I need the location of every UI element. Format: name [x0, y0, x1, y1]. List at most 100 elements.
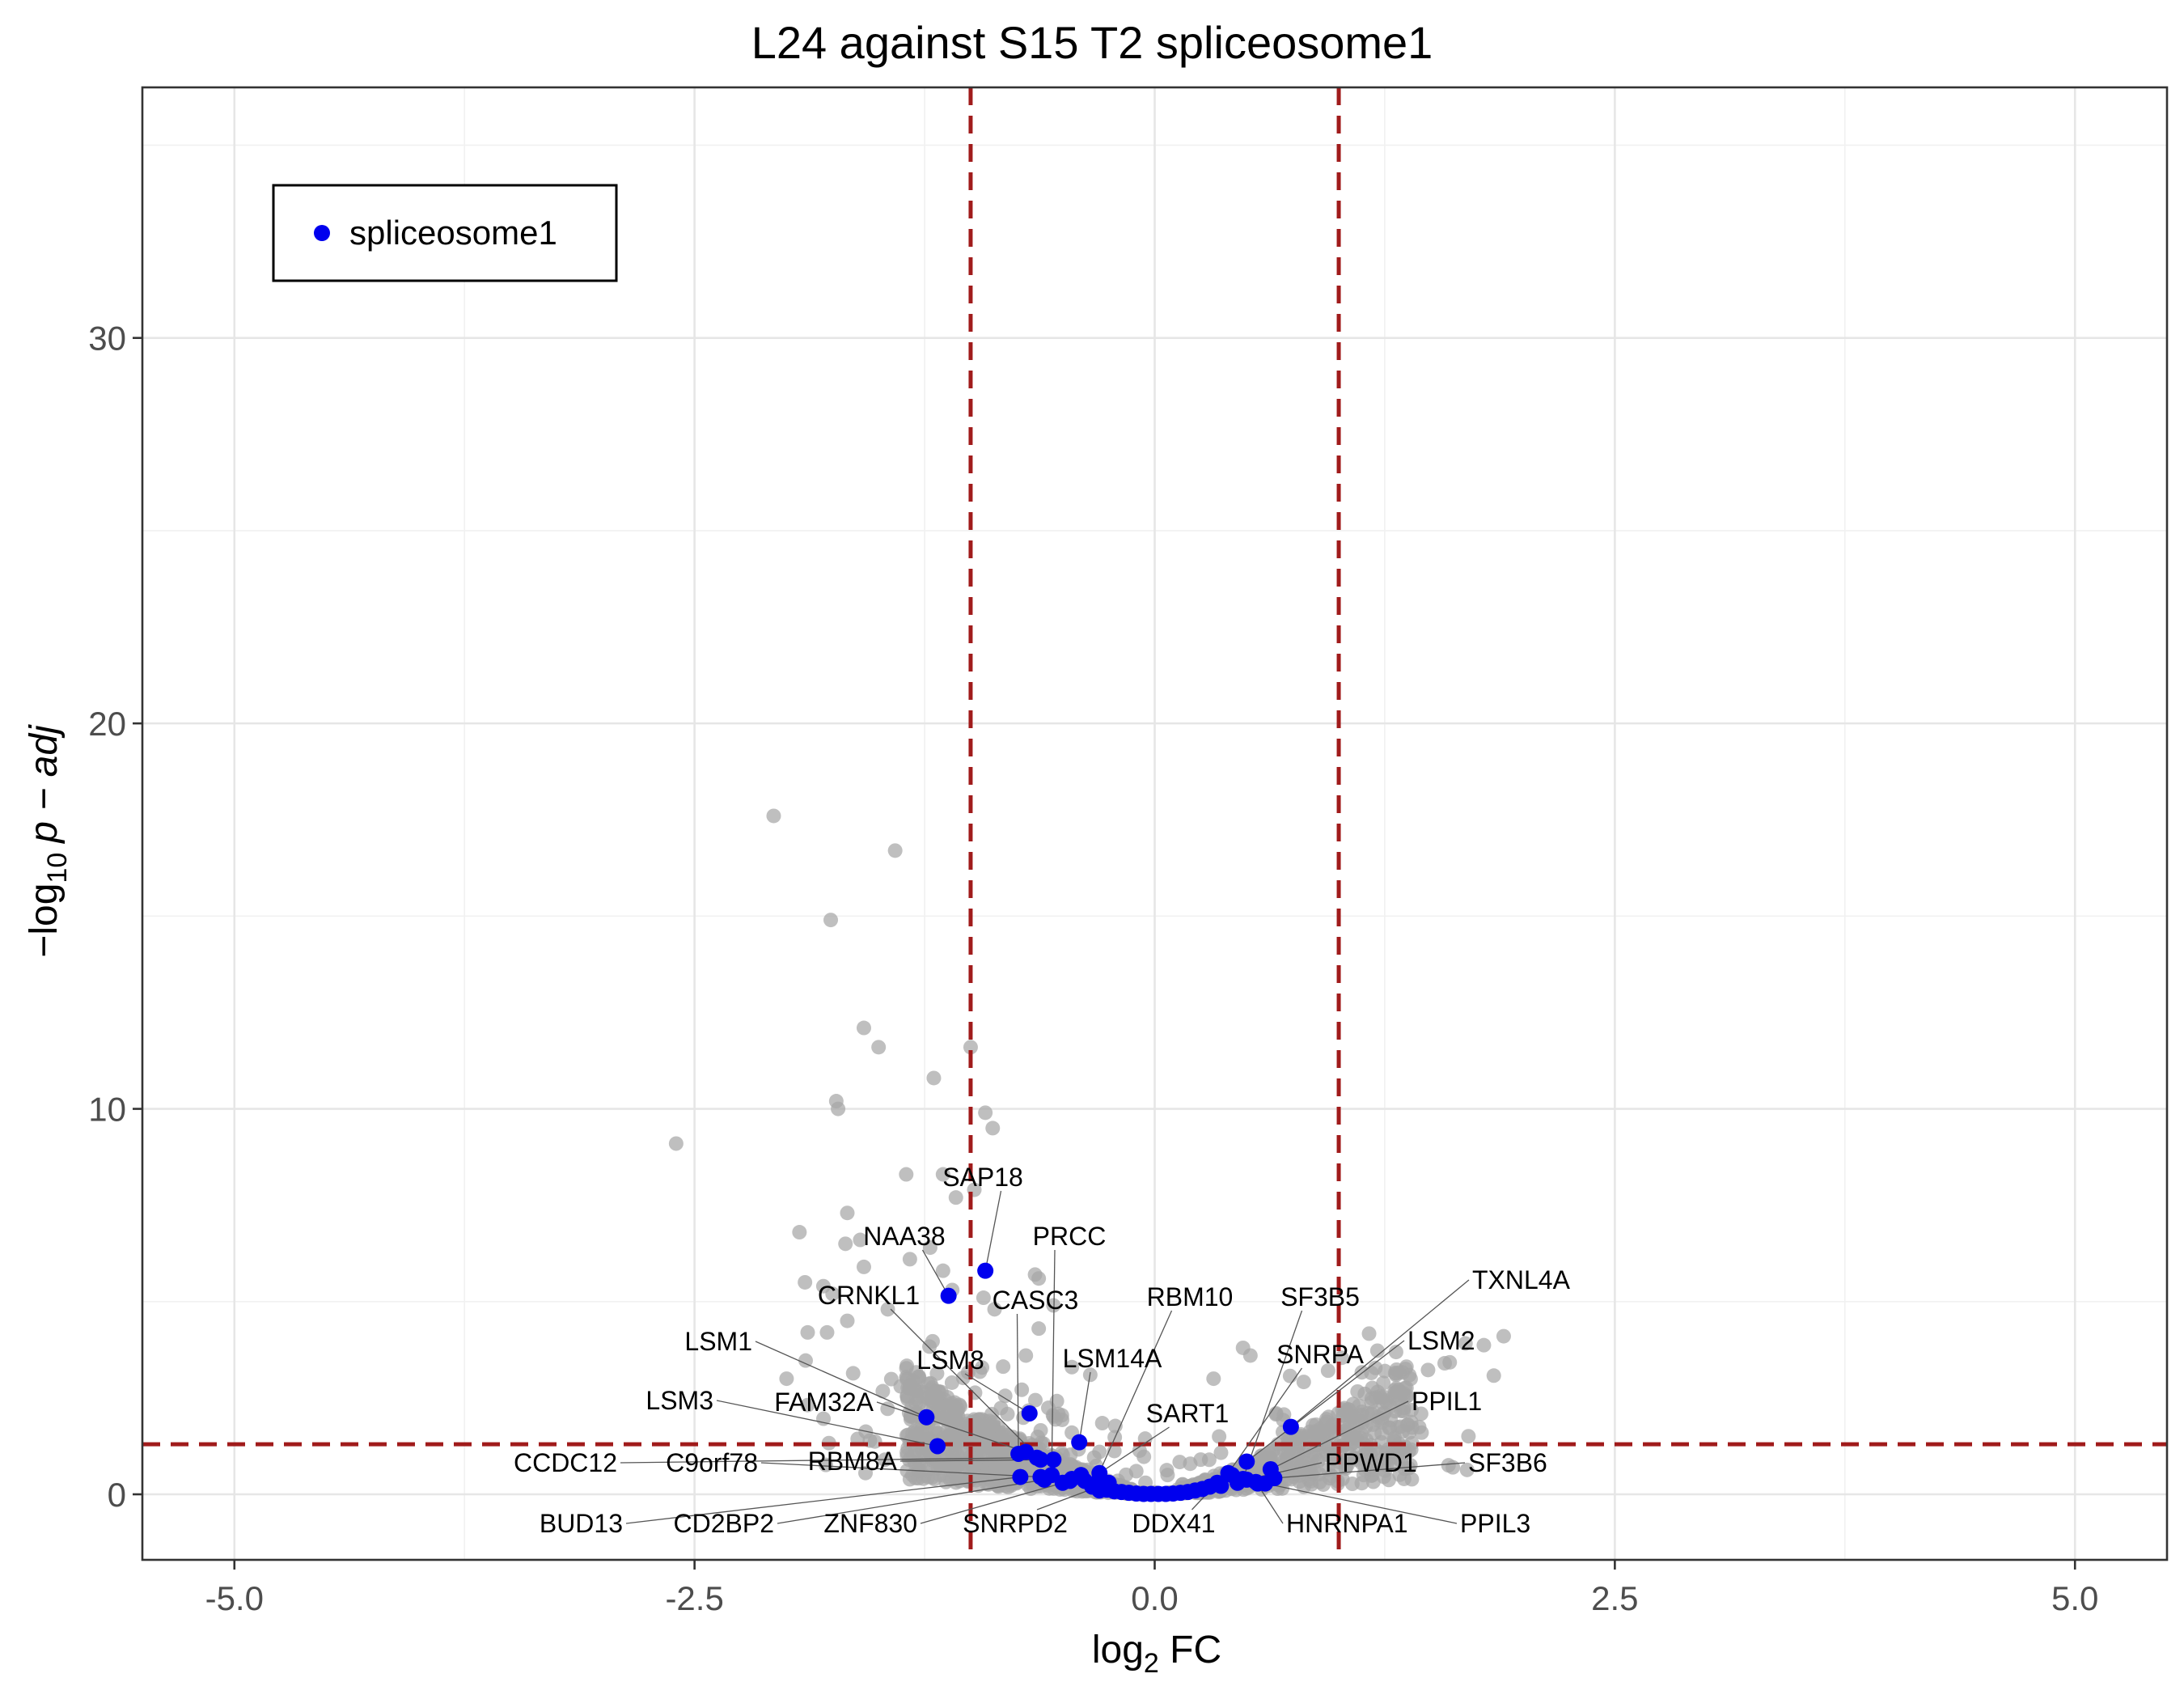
- point-lsm3: [929, 1438, 946, 1455]
- gene-label-snrpa: SNRPA: [1276, 1340, 1365, 1369]
- gene-label-crnkl1: CRNKL1: [818, 1281, 920, 1310]
- background-point: [1027, 1392, 1043, 1408]
- background-point: [871, 1040, 887, 1055]
- gene-label-bud13: BUD13: [540, 1509, 623, 1538]
- background-point: [1351, 1451, 1366, 1466]
- y-tick-label: 0: [108, 1476, 126, 1514]
- background-point: [1459, 1462, 1475, 1477]
- background-point: [1399, 1417, 1415, 1433]
- y-tick-label: 20: [88, 705, 126, 743]
- background-point: [922, 1339, 938, 1354]
- background-point: [1268, 1407, 1284, 1422]
- background-point: [1340, 1457, 1355, 1472]
- background-point: [1403, 1371, 1418, 1387]
- background-point: [798, 1353, 813, 1368]
- y-tick-label: 30: [88, 320, 126, 358]
- background-point: [902, 1252, 917, 1267]
- background-point: [1396, 1403, 1412, 1418]
- point-sap18: [977, 1262, 994, 1279]
- background-point: [996, 1359, 1011, 1375]
- background-point: [1049, 1393, 1064, 1409]
- background-point: [1213, 1445, 1229, 1460]
- spliceosome1-point: [1073, 1467, 1090, 1484]
- background-point: [899, 1463, 915, 1478]
- point-lsm1: [918, 1409, 935, 1426]
- background-point: [902, 1381, 917, 1396]
- label-leader-lines: [620, 1190, 1470, 1524]
- background-point: [942, 1472, 958, 1487]
- background-point: [935, 1263, 950, 1278]
- spliceosome1-point: [1091, 1470, 1108, 1487]
- background-point: [993, 1400, 1009, 1416]
- background-point: [831, 1101, 846, 1116]
- background-point: [976, 1290, 991, 1306]
- background-point: [766, 808, 781, 824]
- leader-line: [1270, 1400, 1409, 1470]
- background-point: [1390, 1451, 1406, 1466]
- background-point: [929, 1366, 945, 1381]
- background-point: [985, 1121, 1001, 1136]
- background-point: [1361, 1326, 1377, 1341]
- background-point: [987, 1453, 1002, 1468]
- background-point: [840, 1313, 855, 1328]
- x-axis-title: log2 FC: [1092, 1629, 1221, 1679]
- background-point: [944, 1375, 959, 1390]
- gene-label-sap18: SAP18: [942, 1163, 1023, 1192]
- gene-label-lsm1: LSM1: [684, 1327, 752, 1356]
- threshold-lines: [142, 87, 2167, 1560]
- background-point: [1206, 1371, 1221, 1387]
- background-point: [858, 1465, 874, 1481]
- background-point: [887, 843, 903, 858]
- gene-label-snrpd2: SNRPD2: [963, 1509, 1068, 1538]
- background-point: [1292, 1468, 1307, 1483]
- gene-label-ppil3: PPIL3: [1460, 1509, 1530, 1538]
- leader-line: [1274, 1462, 1466, 1479]
- point-rbm8a: [1045, 1451, 1062, 1468]
- background-point: [971, 1419, 986, 1434]
- background-point: [1496, 1328, 1511, 1344]
- background-point: [668, 1136, 684, 1151]
- gene-label-naa38: NAA38: [863, 1222, 945, 1251]
- background-point: [1382, 1399, 1398, 1414]
- background-point: [1458, 1336, 1473, 1351]
- point-bud13: [1012, 1468, 1029, 1485]
- background-point: [987, 1302, 1002, 1317]
- point-cd2bp2: [1035, 1471, 1052, 1488]
- spliceosome1-point: [1054, 1474, 1071, 1491]
- gene-label-cd2bp2: CD2BP2: [674, 1509, 775, 1538]
- background-point: [933, 1384, 949, 1400]
- background-point: [1350, 1383, 1365, 1399]
- background-point: [880, 1302, 895, 1317]
- background-point: [1046, 1298, 1061, 1313]
- background-point: [1357, 1462, 1373, 1477]
- background-point: [1364, 1365, 1379, 1380]
- background-point: [1369, 1343, 1385, 1358]
- x-axis-title-rest: FC: [1159, 1629, 1221, 1671]
- background-point: [853, 1232, 868, 1248]
- background-point: [1340, 1402, 1356, 1417]
- background-point: [975, 1360, 990, 1375]
- leader-line: [890, 1308, 1041, 1460]
- gene-label-rbm8a: RBM8A: [808, 1447, 898, 1476]
- gene-label-c9orf78: C9orf78: [666, 1448, 758, 1477]
- background-point: [1296, 1375, 1311, 1390]
- x-tick-label: 0.0: [1131, 1579, 1178, 1617]
- legend-swatch: [314, 225, 330, 241]
- background-point: [1392, 1385, 1407, 1400]
- leader-line: [964, 1373, 1031, 1414]
- legend-box: [272, 184, 618, 282]
- background-point: [1412, 1419, 1427, 1434]
- leader-line: [1098, 1426, 1170, 1474]
- background-point: [1376, 1469, 1391, 1485]
- background-point: [1119, 1467, 1134, 1482]
- background-point: [1315, 1477, 1331, 1492]
- background-point: [1242, 1348, 1258, 1363]
- leader-line: [899, 1459, 1054, 1462]
- gene-label-ddx41: DDX41: [1132, 1509, 1215, 1538]
- gene-label-znf830: ZNF830: [823, 1509, 917, 1538]
- background-point: [800, 1324, 815, 1340]
- background-point: [1413, 1406, 1428, 1421]
- point-naa38: [940, 1287, 957, 1304]
- background-point: [1420, 1362, 1436, 1378]
